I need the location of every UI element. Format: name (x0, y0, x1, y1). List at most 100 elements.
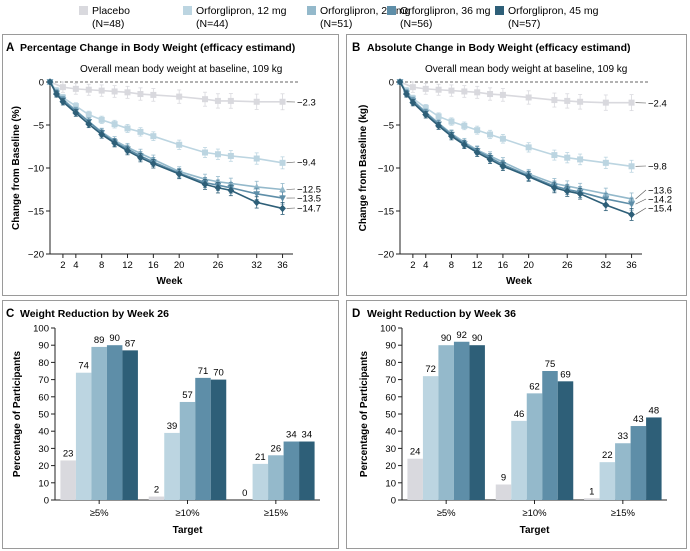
y-tick-label: 70 (385, 375, 396, 386)
data-point-45mg (499, 162, 507, 171)
data-point-45mg (563, 187, 571, 196)
y-tick-label: 0 (39, 78, 44, 89)
data-point-placebo (487, 91, 494, 98)
data-point-12mg (602, 159, 609, 166)
x-tick-label: 20 (174, 260, 185, 271)
x-tick-label: 8 (99, 260, 104, 271)
data-point-45mg (175, 170, 183, 178)
y-tick-label: 90 (38, 341, 49, 352)
y-tick-label: 60 (385, 392, 396, 403)
series-line-12mg (399, 81, 632, 168)
end-label-placebo: −2.3 (297, 98, 316, 109)
category-label: ≥10% (175, 508, 200, 519)
end-label-leader (286, 161, 296, 164)
data-point-12mg (150, 133, 157, 140)
series-placebo: −2.4 (397, 79, 667, 112)
y-tick-label: −5 (383, 121, 394, 132)
bar-36mg (106, 345, 123, 500)
panel-a-frame (2, 34, 339, 296)
data-point-45mg (473, 148, 481, 157)
data-point-45mg (448, 132, 455, 140)
category-label: ≥15% (611, 508, 636, 519)
data-point-placebo (628, 99, 635, 106)
panel-a-title: Percentage Change in Body Weight (effica… (20, 42, 295, 54)
series-45mg: −14.7 (46, 78, 321, 215)
bar-45mg (210, 379, 227, 500)
panel-c-frame (2, 300, 339, 549)
x-tick-label: 2 (410, 260, 415, 271)
legend-label-36mg: Orforglipron, 36 mg (400, 5, 491, 17)
data-point-45mg (576, 190, 584, 198)
bar-value-label: 33 (618, 431, 629, 442)
chart-a-line-plot: 0 −5 −10 −15 −20 2 4 8 12 16 20 26 32 36 Week Change fr… (11, 78, 321, 288)
data-point-12mg (551, 152, 558, 159)
legend-n-12mg: (N=44) (196, 18, 228, 30)
x-tick-label: 12 (122, 260, 133, 271)
panel-d-title: Weight Reduction by Week 36 (367, 308, 516, 320)
y-tick-label: 60 (38, 392, 49, 403)
data-point-placebo (202, 96, 209, 103)
x-tick-label: 16 (498, 260, 509, 271)
data-point-placebo (461, 88, 468, 95)
category-label: ≥15% (264, 508, 289, 519)
x-tick-label: 4 (73, 260, 78, 271)
bar-value-label: 71 (198, 366, 209, 377)
data-point-12mg (85, 111, 92, 118)
y-axis-title: Change from Baseline (kg) (358, 105, 369, 232)
data-point-placebo (448, 87, 455, 94)
panel-d-frame (346, 300, 687, 549)
series-36mg: −13.5 (46, 79, 321, 205)
legend: Placebo (N=48) Orforglipron, 12 mg (N=44… (79, 5, 599, 30)
y-tick-label: −10 (28, 164, 44, 175)
panel-d-letter: D (352, 308, 360, 320)
bar-value-label: 90 (109, 333, 120, 344)
bar-value-label: 90 (472, 333, 483, 344)
bar-value-label: 70 (213, 368, 224, 379)
bar-12mg (599, 462, 616, 500)
data-point-12mg (202, 149, 209, 156)
data-point-12mg (214, 151, 221, 158)
bar-36mg (195, 377, 211, 500)
bar-value-label: 39 (167, 421, 178, 432)
bar-value-label: 62 (529, 381, 540, 392)
bar-45mg (122, 350, 138, 500)
x-tick-label: 36 (277, 260, 288, 271)
bar-value-label: 69 (560, 369, 571, 380)
data-point-placebo (435, 86, 442, 93)
data-point-45mg (46, 78, 54, 86)
x-tick-label: 32 (601, 260, 612, 271)
end-label-36mg: −13.5 (297, 194, 321, 205)
data-point-placebo (111, 88, 118, 95)
data-point-12mg (137, 128, 144, 135)
panel-a-letter: A (6, 42, 14, 54)
data-point-placebo (525, 94, 532, 101)
data-point-placebo (499, 91, 506, 98)
data-point-12mg (279, 159, 286, 166)
data-point-45mg (85, 120, 93, 128)
bar-value-label: 21 (255, 452, 266, 463)
data-point-12mg (72, 103, 79, 110)
data-point-45mg (550, 183, 558, 192)
data-point-45mg (602, 201, 610, 209)
x-tick-label: 12 (472, 260, 483, 271)
bar-value-label: 23 (63, 448, 74, 459)
data-point-12mg (124, 125, 131, 132)
end-label-12mg: −9.8 (648, 162, 667, 173)
bar-value-label: 89 (94, 335, 105, 346)
bar-placebo (407, 458, 423, 500)
data-point-placebo (150, 91, 157, 98)
y-tick-label: 100 (380, 324, 396, 335)
x-tick-label: 8 (449, 260, 454, 271)
data-point-12mg (487, 131, 494, 138)
data-point-45mg (403, 90, 410, 98)
x-tick-label: 32 (251, 260, 262, 271)
legend-n-24mg: (N=51) (320, 18, 352, 30)
data-point-12mg (253, 155, 260, 162)
data-point-45mg (486, 155, 494, 164)
data-point-12mg (499, 135, 506, 142)
x-tick-label: 16 (148, 260, 159, 271)
bar-12mg (422, 376, 439, 500)
y-tick-label: 90 (385, 341, 396, 352)
y-tick-label: −20 (28, 250, 44, 261)
